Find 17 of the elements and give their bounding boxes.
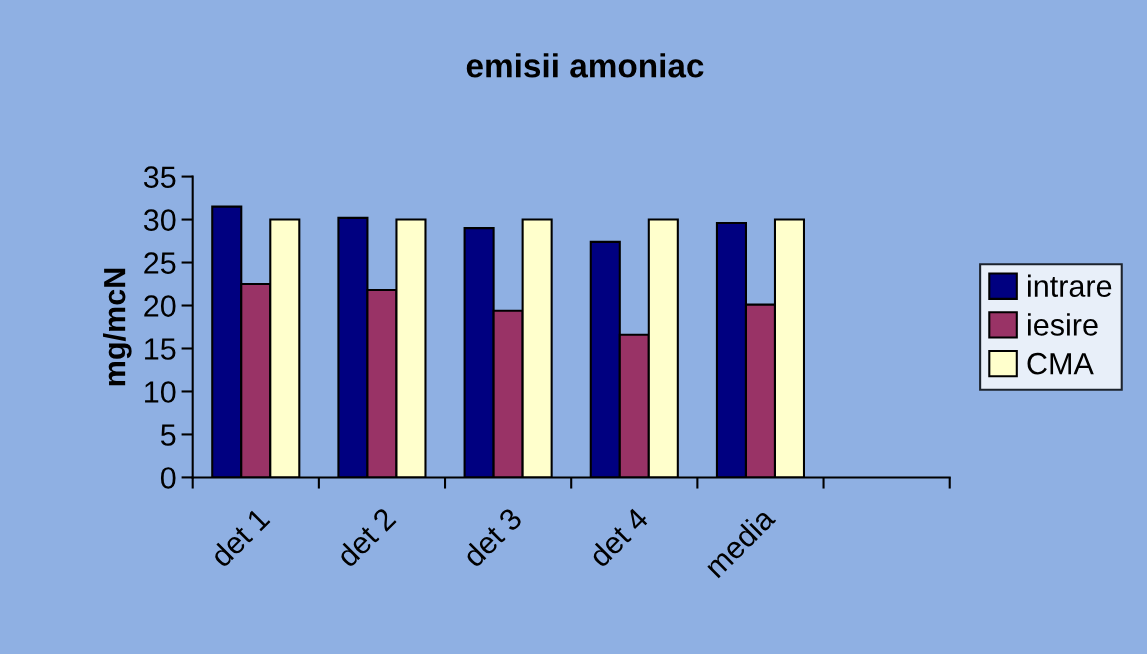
y-tick-label: 15 xyxy=(145,338,176,360)
y-tick-label: 0 xyxy=(160,467,176,489)
y-tick-label: 25 xyxy=(144,252,176,274)
x-tick-label: det 2 xyxy=(334,506,397,569)
x-tick-label: det 4 xyxy=(587,505,650,569)
legend-label: CMA xyxy=(1027,352,1094,375)
y-tick-label: 5 xyxy=(160,424,176,446)
y-tick-label: 30 xyxy=(143,209,176,231)
y-tick-label: 20 xyxy=(144,295,176,317)
y-axis-title: mg/mcN xyxy=(103,268,132,386)
y-tick-label: 35 xyxy=(143,166,176,188)
chart-title: emisii amoniac xyxy=(466,53,704,78)
legend-label: intrare xyxy=(1028,274,1112,298)
x-tick-label: det 3 xyxy=(460,506,524,569)
legend-label: iesire xyxy=(1028,313,1098,336)
x-tick-label: det 1 xyxy=(208,506,271,569)
y-tick-label: 10 xyxy=(145,381,176,403)
